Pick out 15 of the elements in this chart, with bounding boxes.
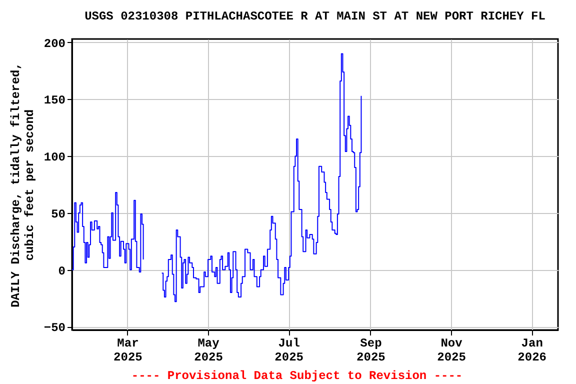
y-tick-label: 50 [51,207,66,222]
x-tick-label: May 2025 [194,336,223,364]
x-tick-label: Nov 2025 [437,336,466,364]
y-tick-label: 0 [58,264,66,278]
y-tick-label: −50 [44,321,66,336]
text: ---- Provisional Data Subject to Revision ---- [131,369,463,383]
x-tick-label: Mar 2025 [114,336,142,364]
x-tick-label: Jul 2025 [274,336,304,364]
x-tick-label: Sep 2025 [356,336,386,364]
y-tick-label: 150 [44,94,66,108]
x-tick-label: Jan 2026 [518,336,546,364]
y-tick-label: 200 [44,36,66,51]
y-tick-label: 100 [44,150,66,165]
chart-title: USGS 02310308 PITHLACHASCOTEE R AT MAIN ST AT NEW PORT RICHEY FL [84,9,546,24]
y-axis-title: DAILY Discharge, tidally filtered, cubic feet per second [8,62,37,308]
